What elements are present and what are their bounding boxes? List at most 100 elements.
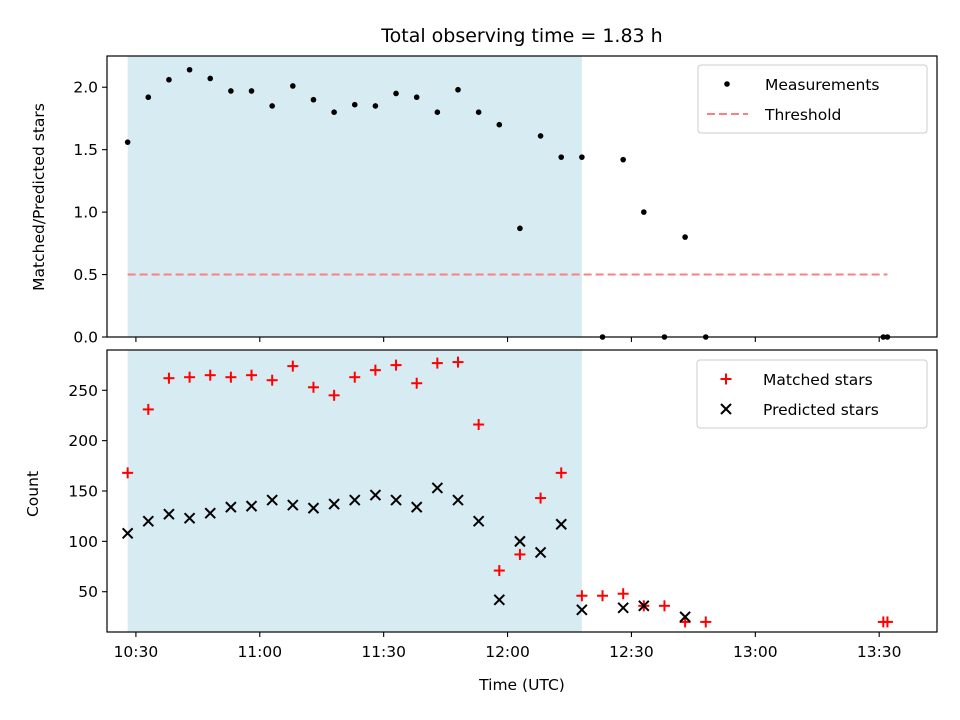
matched-star-point (700, 616, 712, 628)
measurement-point (496, 121, 503, 128)
predicted-star-point (163, 508, 175, 520)
x-tick-label: 12:30 (609, 643, 654, 661)
measurement-point (331, 109, 337, 115)
legend-measurements-label: Measurements (765, 76, 880, 94)
predicted-star-point (121, 527, 134, 540)
matched-star-point (617, 588, 629, 600)
matched-star-point (328, 389, 340, 401)
predicted-star-point (142, 515, 155, 527)
top-panel: 0.0 0.5 1.0 1.5 2.0 Total observing time = 1… (30, 25, 938, 347)
y-tick-label: 150 (68, 483, 98, 501)
bottom-y-axis-label: Count (24, 471, 42, 517)
measurement-point (455, 86, 461, 93)
measurement-point (186, 66, 193, 73)
matched-stars-points (122, 356, 893, 628)
predicted-star-point (452, 494, 464, 506)
x-tick-label: 11:30 (361, 643, 406, 661)
legend-matched-marker (720, 373, 732, 385)
x-tick-label: 10:30 (114, 643, 159, 661)
predicted-star-point (679, 611, 691, 623)
matched-star-point (535, 492, 547, 504)
predicted-star-point (472, 515, 485, 527)
measurement-point (393, 90, 399, 97)
matched-star-point (390, 359, 402, 371)
y-tick-label: 2.0 (73, 79, 98, 97)
measurement-point (641, 209, 647, 215)
predicted-star-point (617, 602, 629, 614)
measurement-point (620, 156, 626, 163)
matched-star-point (369, 364, 381, 376)
measurement-point (434, 109, 441, 115)
x-tick-label: 12:00 (485, 643, 530, 661)
predicted-star-point (576, 604, 588, 616)
y-tick-label: 200 (68, 432, 98, 450)
x-axis-label: Time (UTC) (478, 676, 565, 694)
x-tick-label: 11:00 (237, 643, 282, 661)
matched-star-point (204, 369, 216, 381)
top-y-ticks: 0.0 0.5 1.0 1.5 2.0 (73, 79, 107, 347)
matched-star-point (349, 371, 361, 383)
matched-star-point (266, 374, 278, 386)
y-tick-label: 0.0 (73, 329, 98, 347)
matched-star-point (246, 369, 258, 381)
y-tick-label: 100 (68, 533, 98, 551)
measurement-point (537, 133, 544, 139)
chart-title: Total observing time = 1.83 h (380, 25, 662, 47)
measurement-point (269, 103, 275, 109)
matched-star-point (163, 372, 175, 384)
matched-star-point (658, 600, 670, 612)
legend-threshold-label: Threshold (764, 106, 841, 124)
matched-star-point (287, 360, 299, 372)
matched-star-point (225, 371, 237, 383)
predicted-star-point (349, 494, 361, 506)
x-tick-label: 13:00 (733, 643, 778, 661)
predicted-stars-points (121, 482, 691, 623)
measurement-point (124, 139, 131, 145)
matched-star-point (307, 381, 319, 393)
matched-star-point (881, 616, 893, 628)
predicted-star-point (307, 502, 320, 514)
predicted-star-point (514, 535, 526, 548)
predicted-star-point (493, 594, 505, 606)
bottom-shaded-span (127, 350, 582, 632)
predicted-star-point (287, 499, 299, 511)
legend-measurements-marker (724, 81, 730, 87)
measurement-point (351, 101, 358, 108)
y-tick-label: 1.5 (73, 141, 98, 159)
measurement-point (166, 76, 172, 83)
legend-plus-icon (720, 373, 732, 385)
predicted-star-point (204, 507, 216, 519)
predicted-star-point (534, 546, 547, 559)
measurement-point (517, 225, 523, 232)
matched-star-point (431, 357, 443, 369)
top-axes-frame (106, 55, 938, 338)
predicted-star-point (390, 494, 402, 506)
measurement-point (207, 75, 214, 82)
bottom-legend: Matched stars Predicted stars (696, 359, 928, 429)
measurement-point (413, 94, 420, 101)
matched-star-point (514, 548, 526, 560)
matched-star-point (122, 467, 134, 479)
legend-predicted-label: Predicted stars (763, 401, 879, 419)
x-tick-label: 13:30 (857, 643, 902, 661)
predicted-star-point (328, 498, 340, 510)
legend-x-icon (720, 403, 732, 415)
predicted-star-point (245, 500, 258, 512)
y-tick-label: 0.5 (73, 266, 98, 284)
bottom-axes-frame (106, 349, 938, 633)
measurement-point (475, 109, 482, 115)
predicted-star-point (431, 482, 444, 494)
predicted-star-point (410, 501, 423, 513)
top-shaded-span (127, 56, 582, 337)
matched-star-point (473, 419, 485, 431)
y-tick-label: 250 (68, 382, 98, 400)
bottom-x-ticks: 10:30 11:00 11:30 12:00 12:30 13:00 13:30 (114, 632, 902, 661)
measurement-point (558, 154, 565, 160)
measurement-point (145, 94, 152, 101)
bottom-legend-box (696, 359, 928, 429)
measurement-points (124, 66, 891, 340)
matched-star-point (411, 377, 423, 389)
predicted-star-point (225, 501, 237, 513)
top-y-axis-label: Matched/Predicted stars (30, 103, 48, 291)
